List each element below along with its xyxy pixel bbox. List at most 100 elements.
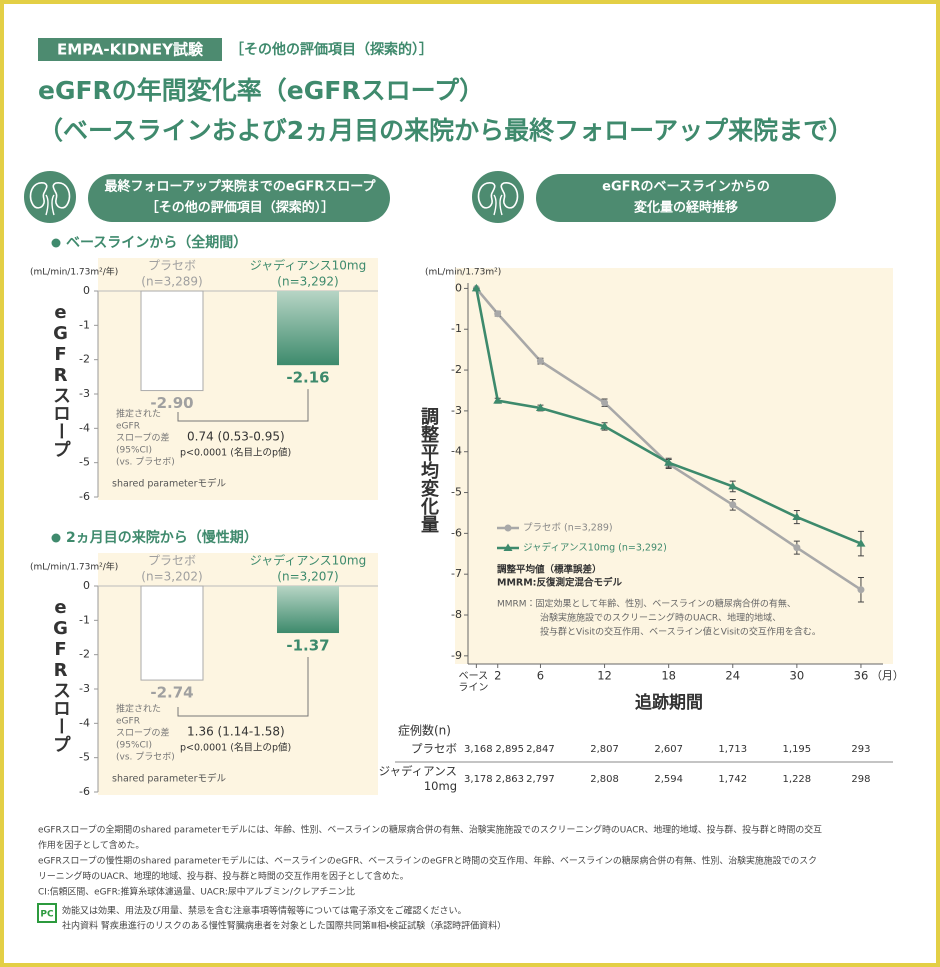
marker xyxy=(729,501,737,509)
table-cell: 3,168 xyxy=(464,744,493,755)
marker xyxy=(493,396,503,404)
panel-heading-pill xyxy=(536,174,836,222)
panel-heading: 最終フォローアップ来院までのeGFRスロープ xyxy=(104,179,376,195)
row-label: プラセボ xyxy=(411,742,457,756)
y-axis-title: eGFRスロープ xyxy=(50,302,71,458)
table-cell: 1,742 xyxy=(718,774,747,785)
x-axis-title: 追跡期間 xyxy=(635,692,703,713)
y-tick-label: 0 xyxy=(83,284,90,297)
difference-note: 推定された xyxy=(116,703,161,715)
difference-note: (vs. プラセボ) xyxy=(116,752,175,763)
table-cell: 298 xyxy=(851,774,870,785)
marker xyxy=(728,481,738,490)
series-line xyxy=(475,288,862,545)
x-tick-label: 30 xyxy=(790,669,805,683)
y-tick-label: -5 xyxy=(79,456,90,469)
table-cell: 2,863 xyxy=(495,774,524,785)
table-cell: 2,797 xyxy=(526,774,555,785)
y-unit: (mL/min/1.73m²) xyxy=(425,268,501,278)
y-tick-label: -3 xyxy=(451,404,462,417)
series-line xyxy=(475,287,862,591)
bar xyxy=(140,290,204,392)
kidney-icon-shape xyxy=(45,194,55,216)
legend-marker xyxy=(503,543,513,551)
panel-heading: 変化量の経時推移 xyxy=(634,200,738,216)
model-note: shared parameterモデル xyxy=(112,478,227,490)
footnote: eGFRスロープの慢性期のshared parameterモデルには、ベースライ… xyxy=(38,855,817,867)
table-title: 症例数(n) xyxy=(398,723,451,738)
y-tick-label: -4 xyxy=(451,445,462,458)
y-unit: (mL/min/1.73m²/年) xyxy=(30,561,118,573)
x-tick-label: 24 xyxy=(725,669,740,683)
bullet xyxy=(51,238,61,248)
header-subtag: ［その他の評価項目（探索的）］ xyxy=(230,41,433,58)
y-tick-label: -6 xyxy=(79,490,90,503)
y-tick-label: -9 xyxy=(451,649,462,662)
value-label: -1.37 xyxy=(286,637,329,655)
note: 治験実施施設でのスクリーニング時のUACR、地理的地域、 xyxy=(540,612,781,624)
y-tick-label: -3 xyxy=(79,682,90,695)
difference-bracket xyxy=(177,657,309,717)
marker xyxy=(792,512,802,521)
category-n: (n=3,289) xyxy=(141,275,202,289)
x-tick-label: 2 xyxy=(494,669,501,683)
table-cell: 2,895 xyxy=(495,744,524,755)
footnote: eGFRスロープの全期間のshared parameterモデルには、年齢、性別… xyxy=(38,824,822,836)
y-tick-label: -3 xyxy=(79,387,90,400)
marker xyxy=(856,539,866,547)
marker xyxy=(601,399,609,407)
chart-subtitle: 2ヵ月目の来院から（慢性期） xyxy=(66,529,258,546)
legend-marker xyxy=(504,524,512,532)
x-tick-label: 12 xyxy=(597,669,612,683)
difference-note: 推定された xyxy=(116,408,161,420)
marker xyxy=(471,283,481,292)
table-cell: 2,847 xyxy=(526,744,555,755)
bullet xyxy=(51,533,61,543)
difference-note: (95%CI) xyxy=(116,446,152,456)
difference-value: 1.36 (1.14-1.58) xyxy=(187,725,285,739)
p-value: p<0.0001 (名目上のp値) xyxy=(180,742,291,754)
difference-note: スロープの差 xyxy=(116,727,169,739)
y-tick-label: -6 xyxy=(451,526,462,539)
kidney-icon-shape xyxy=(477,182,496,209)
annotation: MMRM:反復測定混合モデル xyxy=(497,577,622,589)
tag-box xyxy=(38,38,222,61)
annotation: 調整平均値（標準誤差） xyxy=(497,564,602,576)
table-cell: 1,195 xyxy=(783,744,812,755)
panel-heading: ［その他の評価項目（探索的）］ xyxy=(146,200,335,216)
difference-note: eGFR xyxy=(116,717,140,727)
note: 投与群とVisitの交互作用、ベースライン値とVisitの交互作用を含む。 xyxy=(540,626,821,638)
category-label: プラセボ xyxy=(148,554,196,568)
category-n: (n=3,207) xyxy=(277,570,338,584)
value-label: -2.16 xyxy=(286,369,329,387)
difference-note: (vs. プラセボ) xyxy=(116,457,175,468)
y-tick-label: -4 xyxy=(79,421,90,434)
marker xyxy=(535,403,545,412)
bar xyxy=(140,585,204,681)
table-cell: 1,228 xyxy=(783,774,812,785)
bar xyxy=(277,586,339,634)
y-tick-label: -8 xyxy=(451,608,462,621)
category-n: (n=3,292) xyxy=(277,275,338,289)
page-title: （ベースラインおよび2ヵ月目の来院から最終フォローアップ来院まで） xyxy=(38,116,853,145)
kidney-icon-shape xyxy=(493,194,503,216)
footnote: リーニング時のUACR、地理的地域、投与群、投与群と時間の交互作用を因子として含… xyxy=(38,870,409,882)
marker xyxy=(536,357,544,365)
chart-subtitle: ベースラインから（全期間） xyxy=(66,234,247,251)
table-cell: 2,594 xyxy=(654,774,683,785)
table-cell: 1,713 xyxy=(718,744,747,755)
y-unit: (mL/min/1.73m²/年) xyxy=(30,266,118,278)
category-label: ジャディアンス10mg xyxy=(250,553,366,568)
note: MMRM：固定効果として年齢、性別、ベースラインの糖尿病合併の有無、 xyxy=(497,598,796,610)
value-label: -2.90 xyxy=(150,394,193,412)
difference-note: スロープの差 xyxy=(116,432,169,444)
panel-heading: eGFRのベースラインからの xyxy=(602,180,770,195)
panel-heading-pill xyxy=(88,174,390,222)
footnote: 作用を因子として含めた。 xyxy=(38,839,144,851)
marker xyxy=(664,458,674,466)
marker xyxy=(793,544,801,552)
difference-bracket xyxy=(177,389,309,422)
page-title: eGFRの年間変化率（eGFRスロープ） xyxy=(38,76,484,105)
